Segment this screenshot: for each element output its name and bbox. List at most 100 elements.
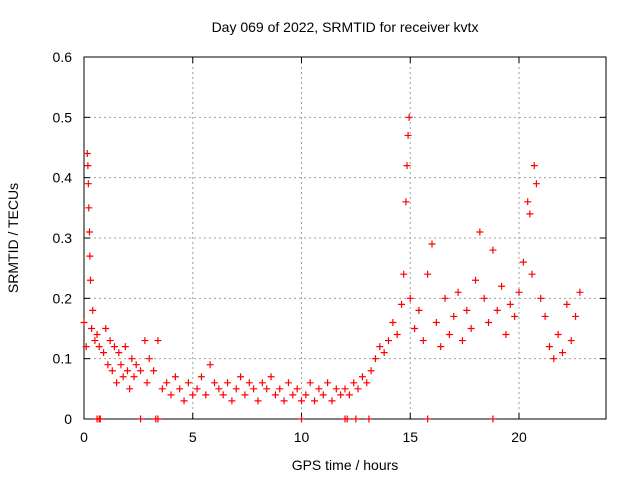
data-point xyxy=(163,379,171,387)
y-tick-label: 0 xyxy=(64,411,72,427)
data-point xyxy=(89,306,97,314)
data-point xyxy=(458,337,466,345)
data-point xyxy=(337,391,345,399)
y-tick-label: 0.5 xyxy=(53,109,73,125)
data-point xyxy=(467,325,475,332)
y-tick-label: 0.4 xyxy=(53,170,73,186)
data-point xyxy=(171,373,179,381)
data-point xyxy=(184,379,192,387)
data-point xyxy=(130,373,138,381)
data-point xyxy=(332,385,340,393)
data-point xyxy=(371,355,379,363)
data-point-zero xyxy=(365,415,373,423)
data-point xyxy=(280,397,288,405)
data-point xyxy=(117,361,125,369)
data-point xyxy=(193,385,201,393)
data-point xyxy=(219,391,227,399)
data-point xyxy=(345,391,353,399)
data-point xyxy=(197,373,205,381)
data-point xyxy=(126,385,134,393)
data-point xyxy=(87,276,95,284)
data-point xyxy=(85,228,93,236)
data-point xyxy=(228,397,236,405)
data-point xyxy=(82,343,90,351)
data-point xyxy=(450,312,458,320)
data-point xyxy=(93,331,101,339)
data-point xyxy=(530,162,538,170)
data-point xyxy=(554,331,562,339)
data-point xyxy=(358,373,366,381)
data-point xyxy=(404,131,412,139)
data-point-zero xyxy=(154,415,162,423)
data-point xyxy=(403,162,411,170)
data-point xyxy=(572,312,580,320)
data-point xyxy=(80,318,88,326)
data-point xyxy=(180,397,188,405)
data-point xyxy=(424,270,432,278)
data-point xyxy=(224,379,232,387)
data-point xyxy=(86,252,94,260)
data-point xyxy=(526,210,534,218)
data-point xyxy=(550,355,558,363)
data-point xyxy=(485,318,493,326)
data-point xyxy=(85,204,93,212)
data-point xyxy=(115,349,123,357)
data-point xyxy=(124,367,131,375)
data-point xyxy=(84,180,92,188)
data-point xyxy=(402,198,410,206)
data-point xyxy=(206,361,214,369)
data-point xyxy=(406,294,414,302)
data-point xyxy=(254,397,262,405)
data-point xyxy=(559,349,566,357)
data-point xyxy=(250,385,258,393)
axis-ticks: 0 5 10 15 20 0 0.1 0.2 0.3 0.4 0.5 0.6 xyxy=(53,49,606,445)
data-point xyxy=(489,246,497,254)
data-point xyxy=(511,312,519,320)
data-point xyxy=(241,391,249,399)
data-point xyxy=(354,385,362,393)
data-point xyxy=(463,306,471,314)
data-point xyxy=(389,318,397,326)
data-point xyxy=(167,391,175,399)
data-point xyxy=(315,385,323,393)
data-point xyxy=(400,270,408,278)
data-point-zero xyxy=(343,415,351,423)
data-point xyxy=(545,343,553,351)
data-point xyxy=(100,349,108,357)
data-point xyxy=(91,337,99,345)
data-point xyxy=(137,367,145,375)
data-point xyxy=(363,379,371,387)
data-point xyxy=(506,300,514,308)
y-tick-label: 0.6 xyxy=(53,49,73,65)
data-point xyxy=(88,325,96,332)
data-point xyxy=(267,373,275,381)
data-point xyxy=(437,343,445,351)
chart-title: Day 069 of 2022, SRMTID for receiver kvt… xyxy=(212,19,479,35)
y-axis-label: SRMTID / TECUs xyxy=(5,183,21,293)
data-points xyxy=(80,113,584,423)
data-point xyxy=(263,385,271,393)
data-point xyxy=(106,337,114,345)
data-point xyxy=(432,318,440,326)
data-point xyxy=(541,312,549,320)
data-point xyxy=(132,361,140,369)
data-point xyxy=(341,385,349,393)
data-point xyxy=(189,391,197,399)
x-axis-label: GPS time / hours xyxy=(292,457,399,473)
data-point xyxy=(143,379,151,387)
data-point xyxy=(83,150,91,158)
data-point xyxy=(476,228,484,236)
data-point xyxy=(298,397,305,405)
data-point xyxy=(428,240,436,248)
data-point xyxy=(95,343,103,351)
data-point xyxy=(128,355,136,363)
data-point xyxy=(524,198,532,206)
data-point xyxy=(563,300,571,308)
data-point xyxy=(493,306,501,314)
data-point xyxy=(271,391,279,399)
data-point xyxy=(102,325,110,332)
data-point xyxy=(141,337,149,345)
x-tick-label: 5 xyxy=(189,429,197,445)
data-point xyxy=(528,270,536,278)
